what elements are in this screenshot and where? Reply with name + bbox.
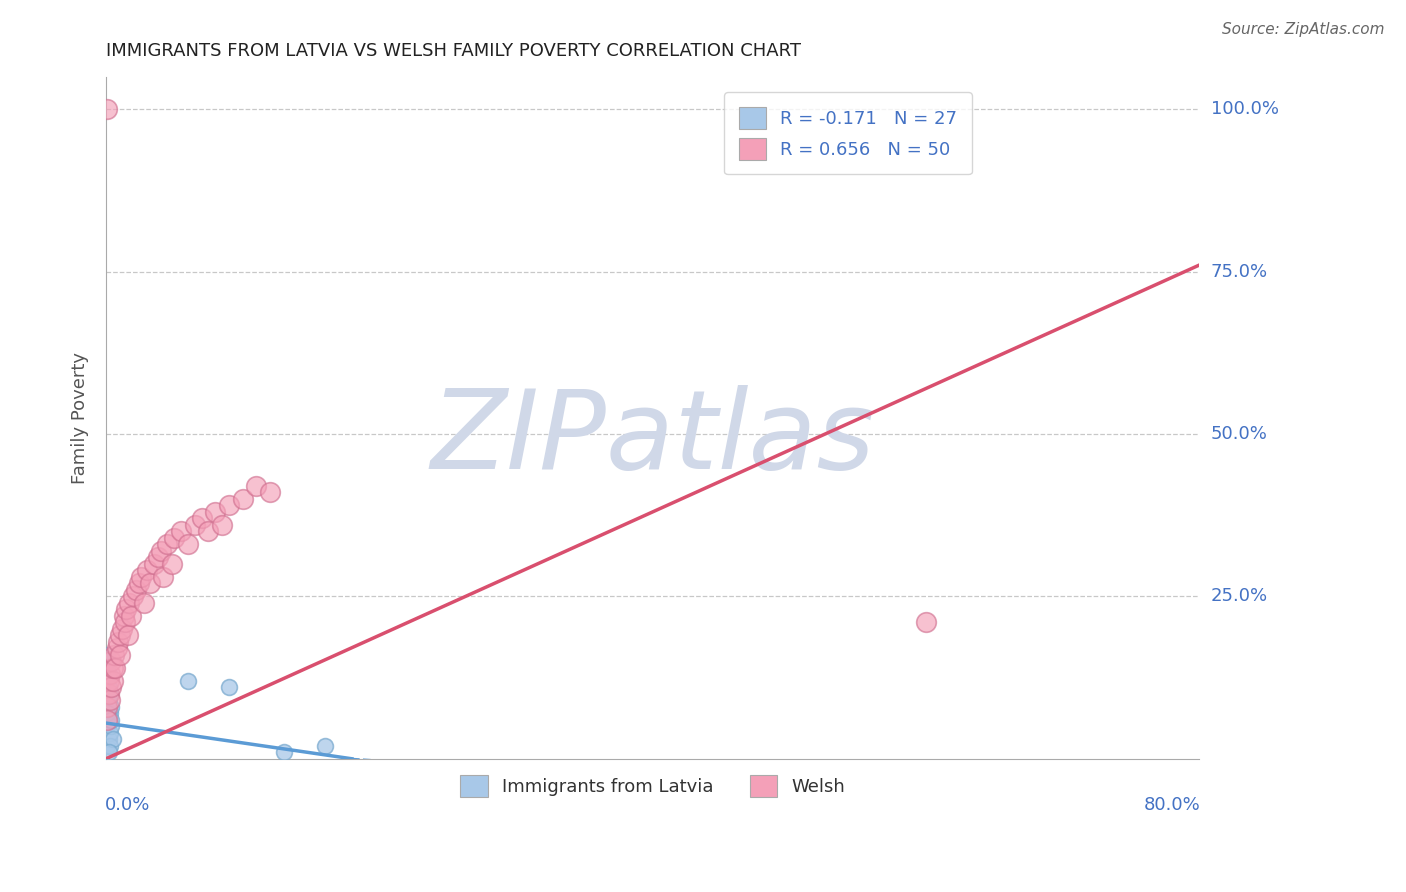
Point bbox=[96, 661, 118, 675]
Point bbox=[96, 699, 118, 714]
Point bbox=[190, 511, 212, 525]
Point bbox=[118, 596, 141, 610]
Point bbox=[97, 732, 120, 747]
Point bbox=[122, 590, 145, 604]
Point bbox=[100, 681, 122, 695]
Point bbox=[96, 687, 118, 701]
Point bbox=[160, 557, 183, 571]
Text: IMMIGRANTS FROM LATVIA VS WELSH FAMILY POVERTY CORRELATION CHART: IMMIGRANTS FROM LATVIA VS WELSH FAMILY P… bbox=[105, 42, 801, 60]
Point bbox=[163, 531, 186, 545]
Point bbox=[105, 641, 128, 656]
Point bbox=[100, 654, 122, 668]
Point bbox=[97, 681, 120, 695]
Point bbox=[259, 485, 281, 500]
Point bbox=[142, 557, 165, 571]
Point bbox=[96, 673, 118, 688]
Point bbox=[100, 713, 122, 727]
Point bbox=[211, 517, 233, 532]
Point bbox=[152, 570, 174, 584]
Point bbox=[98, 693, 121, 707]
Point bbox=[114, 615, 136, 630]
Text: 75.0%: 75.0% bbox=[1211, 262, 1268, 280]
Point bbox=[197, 524, 219, 539]
Point bbox=[218, 681, 240, 695]
Legend: Immigrants from Latvia, Welsh: Immigrants from Latvia, Welsh bbox=[446, 760, 859, 811]
Point bbox=[138, 576, 160, 591]
Text: 25.0%: 25.0% bbox=[1211, 587, 1268, 606]
Point bbox=[98, 726, 121, 740]
Point bbox=[100, 699, 122, 714]
Text: 80.0%: 80.0% bbox=[1143, 797, 1201, 814]
Point bbox=[97, 667, 120, 681]
Point bbox=[96, 739, 118, 753]
Point bbox=[915, 615, 938, 630]
Y-axis label: Family Poverty: Family Poverty bbox=[72, 351, 89, 483]
Point bbox=[96, 719, 118, 733]
Point bbox=[97, 713, 120, 727]
Point bbox=[96, 713, 118, 727]
Point bbox=[98, 706, 121, 721]
Point bbox=[98, 667, 121, 681]
Point bbox=[146, 550, 169, 565]
Point bbox=[97, 745, 120, 759]
Point bbox=[96, 654, 118, 668]
Point bbox=[97, 693, 120, 707]
Text: ZIPatlas: ZIPatlas bbox=[430, 384, 875, 491]
Point bbox=[101, 661, 124, 675]
Point bbox=[115, 602, 138, 616]
Point bbox=[184, 517, 207, 532]
Point bbox=[96, 706, 118, 721]
Point bbox=[101, 673, 124, 688]
Point bbox=[98, 687, 121, 701]
Point bbox=[232, 491, 254, 506]
Point bbox=[107, 635, 129, 649]
Point bbox=[100, 719, 122, 733]
Point bbox=[131, 570, 153, 584]
Text: 50.0%: 50.0% bbox=[1211, 425, 1267, 443]
Point bbox=[125, 582, 148, 597]
Point bbox=[170, 524, 193, 539]
Point bbox=[218, 499, 240, 513]
Point bbox=[96, 699, 118, 714]
Point bbox=[135, 563, 157, 577]
Point bbox=[156, 537, 179, 551]
Point bbox=[97, 673, 120, 688]
Point bbox=[97, 687, 120, 701]
Point bbox=[96, 648, 118, 662]
Point bbox=[117, 628, 139, 642]
Point bbox=[103, 648, 125, 662]
Point bbox=[112, 608, 135, 623]
Point bbox=[98, 739, 121, 753]
Point bbox=[134, 596, 156, 610]
Point bbox=[128, 576, 150, 591]
Point bbox=[314, 739, 336, 753]
Point bbox=[204, 505, 226, 519]
Point bbox=[101, 732, 124, 747]
Point bbox=[96, 102, 118, 116]
Point bbox=[245, 479, 267, 493]
Point bbox=[177, 673, 200, 688]
Point bbox=[108, 628, 131, 642]
Point bbox=[111, 622, 134, 636]
Point bbox=[273, 745, 295, 759]
Point bbox=[149, 544, 172, 558]
Point bbox=[120, 608, 142, 623]
Text: 100.0%: 100.0% bbox=[1211, 100, 1278, 118]
Point bbox=[177, 537, 200, 551]
Text: 0.0%: 0.0% bbox=[105, 797, 150, 814]
Text: Source: ZipAtlas.com: Source: ZipAtlas.com bbox=[1222, 22, 1385, 37]
Point bbox=[104, 661, 127, 675]
Point bbox=[108, 648, 131, 662]
